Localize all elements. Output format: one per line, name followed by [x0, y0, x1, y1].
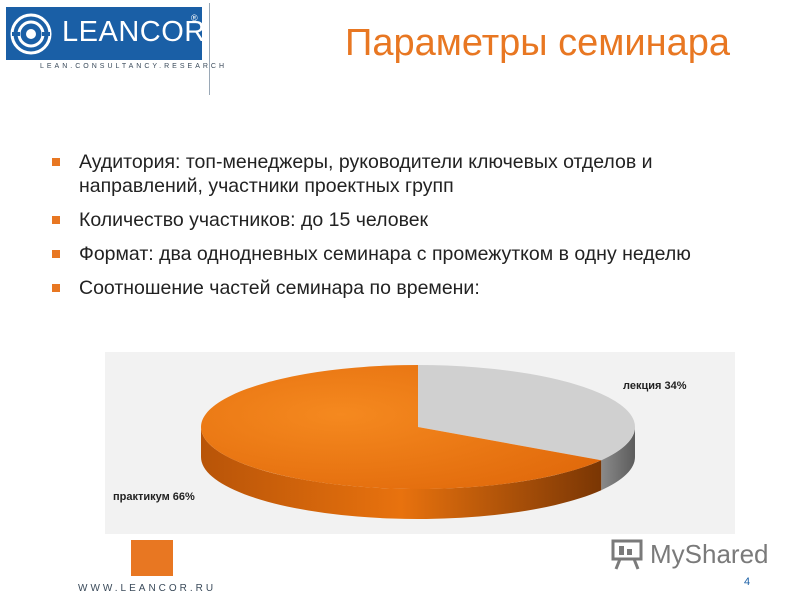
logo-wordmark: LEANCOR: [62, 16, 206, 48]
header-divider: [209, 3, 210, 95]
square-bullet-icon: [52, 250, 60, 258]
bullet-item: Соотношение частей семинара по времени:: [48, 276, 768, 300]
myshared-watermark: MyShared: [610, 537, 770, 571]
square-bullet-icon: [52, 216, 60, 224]
slice-label-lecture: лекция 34%: [623, 380, 687, 392]
pie-slice-lecture: [418, 365, 635, 461]
bullet-item: Аудитория: топ-менеджеры, руководители к…: [48, 150, 768, 198]
bullet-text: Аудитория: топ-менеджеры, руководители к…: [79, 151, 653, 197]
presentation-board-icon: [611, 539, 643, 570]
pie-slice-practice-side: [201, 427, 602, 519]
pie-slice-lecture-side: [601, 427, 635, 491]
logo-tagline: LEAN.CONSULTANCY.RESEARCH: [40, 63, 228, 70]
slide-title: Параметры семинара: [345, 22, 730, 64]
square-bullet-icon: [52, 284, 60, 292]
slice-label-practice: практикум 66%: [113, 491, 195, 503]
bullet-text: Количество участников: до 15 человек: [79, 209, 429, 231]
pie-slice-practice: [200, 365, 602, 489]
registered-mark: ®: [191, 13, 198, 23]
leancor-emblem-icon: [10, 13, 52, 55]
footer-accent-square: [131, 540, 173, 576]
bullet-item: Формат: два однодневных семинара с проме…: [48, 242, 768, 266]
page-number: 4: [744, 576, 751, 588]
square-bullet-icon: [52, 158, 60, 166]
footer-url: WWW.LEANCOR.RU: [78, 583, 217, 594]
bullet-item: Количество участников: до 15 человек: [48, 208, 768, 232]
pie-chart-svg: [200, 365, 635, 519]
bullet-text: Соотношение частей семинара по времени:: [79, 277, 480, 299]
leancor-logo: LEANCOR ®: [6, 7, 205, 60]
pie-chart: лекция 34% практикум 66%: [105, 352, 735, 534]
bullet-list: Аудитория: топ-менеджеры, руководители к…: [48, 150, 768, 310]
bullet-text: Формат: два однодневных семинара с проме…: [79, 243, 691, 265]
watermark-text: MyShared: [650, 539, 769, 569]
